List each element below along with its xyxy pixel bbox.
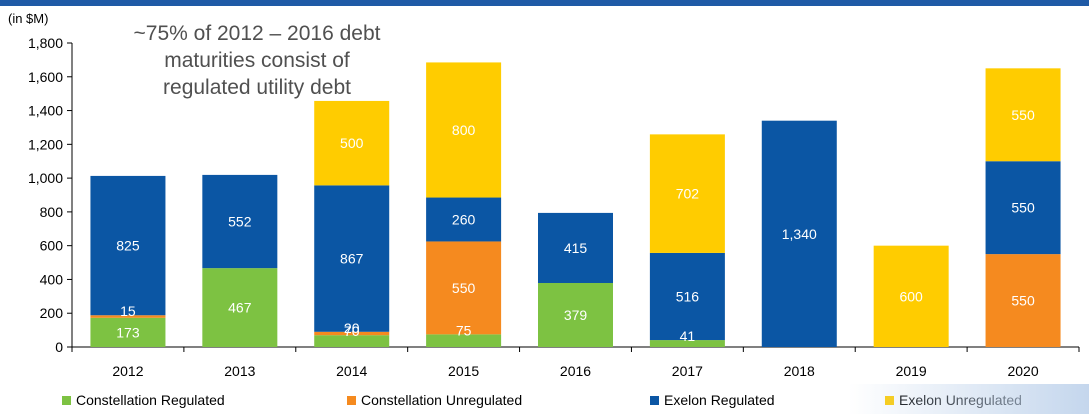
bar-segment [314,331,390,336]
bar-segment [426,62,502,198]
legend-label: Constellation Regulated [76,392,225,408]
bar-value-label: 75 [456,322,472,338]
bar-value-label: 600 [899,288,923,304]
bar-value-label: 41 [680,328,696,344]
y-tick-label: 800 [40,204,64,220]
bar-segment [649,252,725,341]
bar-value-label: 1,340 [782,226,817,242]
bar-segment [649,134,725,253]
y-tick-label: 0 [55,339,63,355]
y-tick-label: 1,600 [28,69,63,85]
bar-value-label: 550 [1011,200,1035,216]
bar-value-label: 173 [116,324,140,340]
y-tick-label: 1,000 [28,170,63,186]
bar-value-label: 260 [452,211,476,227]
bar-segment [314,185,390,332]
bar-segment [90,317,166,347]
legend-swatch [650,395,659,405]
bar-segment [538,282,613,347]
bar-value-label: 867 [340,251,364,267]
bar-value-label: 550 [1011,293,1035,309]
bar-segment [202,268,278,347]
x-tick-label: 2019 [896,363,927,379]
x-tick-label: 2017 [672,363,703,379]
y-tick-label: 1,200 [28,136,63,152]
legend-label: Constellation Unregulated [361,392,523,408]
legend-item: Constellation Unregulated [347,392,522,408]
y-tick-label: 400 [40,271,64,287]
bar-value-label: 550 [452,280,476,296]
bar-value-label: 516 [676,289,700,305]
bar-segment [90,315,166,318]
bar-segment [538,212,613,283]
bar-segments [90,62,1061,347]
bar-segment [985,254,1061,347]
y-axis: 0 200 400 600 800 1,000 1,200 1,400 1,600 1,800 [28,35,73,355]
x-tick-label: 2013 [224,363,255,379]
x-tick-label: 2014 [336,363,367,379]
bar-segment [426,197,502,242]
bar-value-label: 825 [116,238,140,254]
x-tick-label: 2012 [112,363,143,379]
bar-value-label: 702 [676,186,700,202]
bar-value-label: 20 [344,320,360,336]
bar-value-label: 15 [120,303,136,319]
bar-value-label: 550 [1011,107,1035,123]
bar-segment [314,100,390,186]
header-rule [0,0,1089,6]
bar-segment [985,68,1061,162]
bar-segment [202,174,278,269]
legend-swatch [347,395,356,405]
legend-item: Constellation Regulated [62,392,225,408]
bar-value-label: 500 [340,135,364,151]
x-tick-label: 2016 [560,363,591,379]
bar-value-label: 467 [228,300,252,316]
bar-value-label: 70 [344,323,360,339]
y-tick-label: 600 [40,238,64,254]
bar-segment [985,161,1061,255]
bar-value-label: 379 [564,307,588,323]
callout-text: ~75% of 2012 – 2016 debt maturities cons… [133,22,381,99]
bar-segment [761,120,837,347]
bar-segment [90,175,166,316]
bar-value-label: 552 [228,214,252,230]
x-tick-label: 2020 [1007,363,1038,379]
bar-segment [426,241,502,335]
corner-decoration [849,384,1089,414]
bar-segment [426,334,502,347]
bar-segment [873,245,949,347]
x-axis: 2012 2013 2014 2015 2016 2017 2018 2019 2020 [71,346,1080,379]
x-tick-label: 2018 [784,363,815,379]
bar-value-label: 800 [452,122,476,138]
stacked-bar-chart: 0 200 400 600 800 1,000 1,200 1,400 1,600 1,800 2… [28,35,1080,379]
bar-value-label: 415 [564,240,588,256]
legend-swatch [62,395,71,405]
bar-segment [314,335,390,347]
legend-label: Exelon Regulated [664,392,775,408]
legend-item: Exelon Regulated [650,392,775,408]
bar-segment [649,340,725,347]
y-tick-label: 200 [40,305,64,321]
y-tick-label: 1,800 [28,35,63,51]
unit-label: (in $M) [8,11,49,26]
x-tick-label: 2015 [448,363,479,379]
y-tick-label: 1,400 [28,103,63,119]
